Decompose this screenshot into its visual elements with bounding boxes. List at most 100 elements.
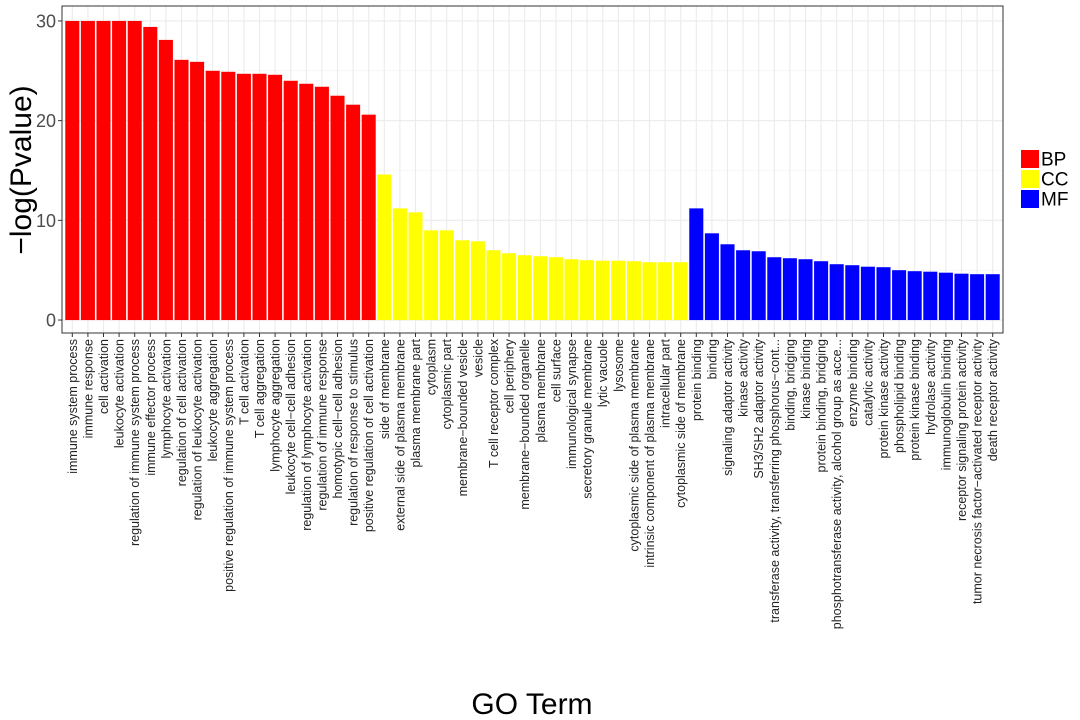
bar: [268, 74, 283, 321]
x-tick-label: intrinsic component of plasma membrane: [643, 339, 657, 568]
x-tick-label: death receptor activity: [986, 338, 1000, 461]
x-tick-label: catalytic activity: [861, 338, 875, 426]
x-tick-label: cell periphery: [503, 338, 517, 413]
bar: [330, 95, 345, 321]
bar: [923, 271, 938, 321]
bar: [689, 208, 704, 321]
bar: [143, 26, 158, 321]
x-tick-label: receptor signaling protein activity: [955, 338, 969, 521]
bar: [190, 61, 205, 321]
bar: [860, 266, 875, 321]
x-tick-label: external side of plasma membrane: [393, 339, 407, 531]
y-tick-label: 30: [36, 11, 56, 31]
x-tick-label: cell activation: [97, 339, 111, 414]
x-tick-label: positive regulation of cell activation: [362, 339, 376, 532]
x-tick-label: transferase activity, transferring phosp…: [768, 339, 782, 623]
x-tick-label: hydrolase activity: [924, 338, 938, 435]
x-tick-label: SH3/SH2 adaptor activity: [752, 338, 766, 478]
x-tick-label: binding: [705, 339, 719, 379]
bar: [455, 240, 470, 321]
bar: [829, 264, 844, 321]
legend-label: MF: [1041, 190, 1068, 211]
bar: [642, 262, 657, 321]
bar: [611, 260, 626, 321]
x-tick-label: immune effector process: [144, 339, 158, 476]
bar: [377, 174, 392, 321]
x-tick-label: protein kinase binding: [908, 339, 922, 461]
x-tick-label: leukocyte cell−cell adhesion: [284, 339, 298, 494]
x-tick-label: vesicle: [471, 339, 485, 377]
x-tick-label: tumor necrosis factor−activated receptor…: [971, 338, 985, 604]
x-tick-label: lymphocyte aggregation: [269, 339, 283, 472]
legend-label: CC: [1041, 170, 1068, 191]
legend-key: [1021, 170, 1039, 188]
x-tick-label: immune system process: [66, 339, 80, 474]
x-axis-ticks: immune system process immune response cell…: [66, 333, 1000, 629]
x-tick-label: regulation of cell activation: [175, 339, 189, 486]
bar: [876, 267, 891, 321]
bar: [314, 86, 329, 321]
bar: [392, 208, 407, 321]
x-tick-label: protein kinase activity: [877, 338, 891, 458]
bar: [985, 274, 1000, 321]
bar: [782, 258, 797, 321]
bar: [626, 261, 641, 321]
bar: [892, 270, 907, 321]
bar: [814, 261, 829, 321]
x-tick-label: phosphotransferase activity, alcohol gro…: [830, 339, 844, 629]
bar: [470, 241, 485, 321]
x-tick-label: binding, bridging: [783, 339, 797, 431]
x-tick-label: immune response: [81, 339, 95, 438]
bar: [158, 39, 173, 321]
x-tick-label: side of membrane: [378, 339, 392, 439]
bar: [439, 230, 454, 321]
bars: [65, 20, 1000, 321]
x-tick-label: regulation of immune system process: [128, 339, 142, 546]
bar: [704, 233, 719, 321]
x-tick-label: lytic vacuole: [596, 339, 610, 407]
bar: [658, 262, 673, 321]
bar: [517, 255, 532, 321]
bar: [736, 250, 751, 321]
x-tick-label: membrane−bounded vesicle: [456, 339, 470, 496]
bar: [548, 257, 563, 321]
x-tick-label: phospholipid binding: [893, 339, 907, 453]
y-tick-label: 0: [46, 311, 56, 331]
y-axis-title: −log(Pvalue): [5, 85, 38, 254]
x-tick-label: protein binding, bridging: [815, 339, 829, 472]
x-tick-label: cytoplasmic side of plasma membrane: [627, 339, 641, 552]
x-tick-label: plasma membrane part: [409, 338, 423, 467]
bar: [80, 20, 95, 321]
bar: [236, 73, 251, 321]
bar: [127, 20, 142, 321]
bar: [907, 271, 922, 321]
x-tick-label: membrane−bounded organelle: [518, 339, 532, 510]
x-tick-label: plasma membrane: [534, 339, 548, 443]
x-tick-label: positive regulation of immune system pro…: [222, 339, 236, 592]
y-axis-ticks: 0 10 20 30: [36, 11, 62, 331]
legend-key: [1021, 190, 1039, 208]
x-tick-label: lymphocyte activation: [159, 339, 173, 459]
x-tick-label: T cell receptor complex: [487, 338, 501, 468]
bar: [580, 260, 595, 321]
x-tick-label: immunoglobulin binding: [939, 339, 953, 470]
x-tick-label: T cell aggregation: [253, 339, 267, 438]
bar: [751, 251, 766, 321]
x-tick-label: signaling adaptor activity: [721, 338, 735, 476]
panel-border: [61, 5, 1004, 334]
bar: [595, 260, 610, 321]
bar: [564, 259, 579, 321]
x-tick-label: cytoplasmic part: [440, 338, 454, 429]
x-tick-label: regulation of response to stimulus: [347, 339, 361, 526]
bar: [408, 212, 423, 321]
x-tick-label: kinase binding: [799, 339, 813, 419]
x-tick-label: kinase activity: [737, 338, 751, 417]
x-tick-label: leukocyte aggregation: [206, 339, 220, 461]
bar: [673, 262, 688, 321]
x-tick-label: leukocyte activation: [113, 339, 127, 448]
bar: [174, 59, 189, 321]
legend-label: BP: [1041, 150, 1066, 171]
bar: [533, 256, 548, 321]
